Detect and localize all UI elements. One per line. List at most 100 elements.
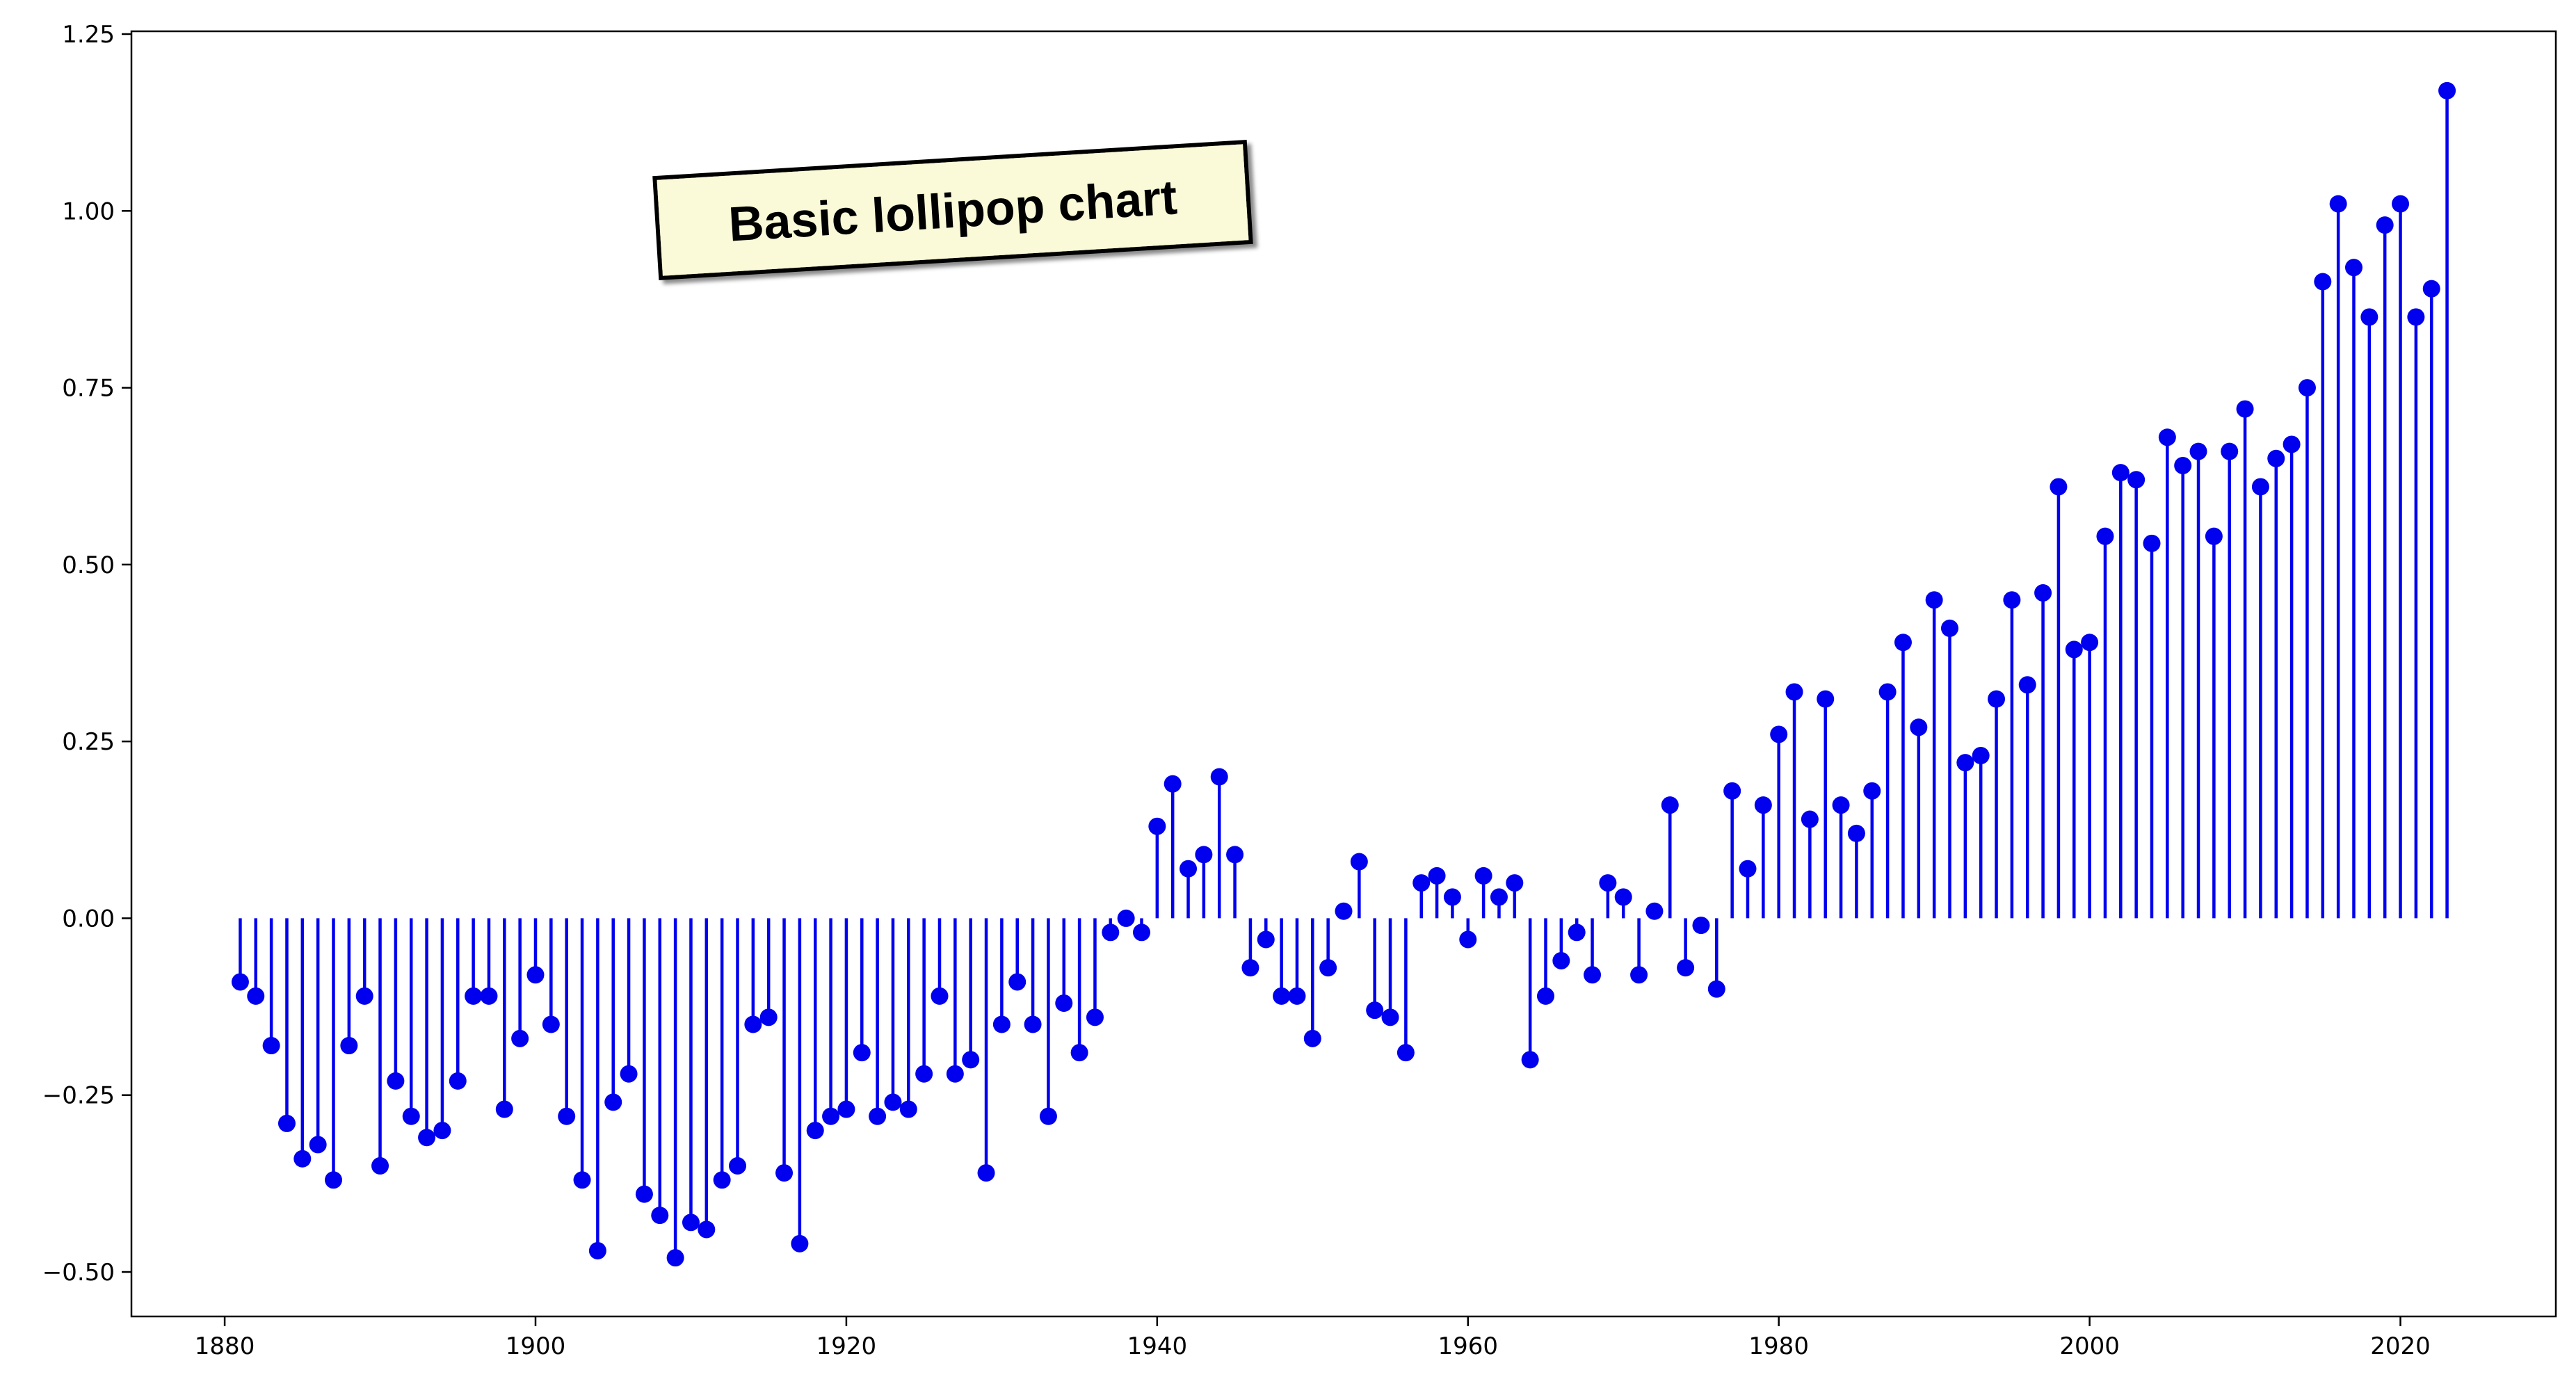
point-1982 <box>1801 810 1819 828</box>
point-1919 <box>822 1107 840 1125</box>
point-1906 <box>620 1065 638 1083</box>
point-1895 <box>449 1072 467 1090</box>
y-tick-label-0.5: 0.50 <box>62 551 115 579</box>
point-1973 <box>1661 796 1679 814</box>
markers-group <box>231 81 2456 1267</box>
point-2020 <box>2392 195 2410 213</box>
point-1904 <box>588 1241 606 1259</box>
point-1995 <box>2003 591 2021 609</box>
point-1978 <box>1739 860 1757 878</box>
point-1986 <box>1863 782 1881 800</box>
point-1962 <box>1490 888 1508 906</box>
point-2017 <box>2345 259 2362 277</box>
point-1984 <box>1832 796 1850 814</box>
point-1996 <box>2018 676 2036 694</box>
point-1980 <box>1770 725 1788 743</box>
point-1946 <box>1241 959 1259 977</box>
point-1905 <box>604 1093 622 1111</box>
point-1887 <box>325 1171 342 1189</box>
point-1937 <box>1102 924 1120 942</box>
x-tick-label-1880: 1880 <box>195 1332 255 1360</box>
point-2010 <box>2236 400 2254 418</box>
point-1941 <box>1164 775 1182 793</box>
point-1966 <box>1552 951 1570 969</box>
point-1881 <box>231 973 249 991</box>
point-1956 <box>1396 1044 1415 1062</box>
point-1954 <box>1366 1001 1384 1020</box>
point-1897 <box>480 987 498 1005</box>
point-1929 <box>977 1164 995 1182</box>
point-1975 <box>1692 917 1710 935</box>
point-2015 <box>2314 273 2332 291</box>
point-1994 <box>1988 690 2006 708</box>
point-1964 <box>1521 1051 1539 1069</box>
point-1974 <box>1677 959 1695 977</box>
point-1949 <box>1288 987 1306 1005</box>
point-2021 <box>2407 308 2425 326</box>
point-1891 <box>387 1072 405 1090</box>
point-1955 <box>1381 1008 1399 1026</box>
point-1969 <box>1599 874 1617 892</box>
point-2018 <box>2360 308 2378 326</box>
point-1903 <box>573 1171 591 1189</box>
point-1970 <box>1614 888 1632 906</box>
point-1936 <box>1086 1008 1104 1026</box>
point-1993 <box>1972 746 1990 764</box>
y-tick-label-1: 1.00 <box>62 198 115 225</box>
point-1884 <box>277 1114 296 1132</box>
point-1972 <box>1645 902 1664 920</box>
title-box <box>652 140 1253 280</box>
point-2008 <box>2205 527 2223 545</box>
point-1910 <box>682 1214 700 1232</box>
point-1889 <box>355 987 373 1005</box>
x-tick-label-1960: 1960 <box>1438 1332 1499 1360</box>
point-1933 <box>1039 1107 1057 1125</box>
point-1968 <box>1584 966 1602 984</box>
point-1963 <box>1506 874 1524 892</box>
point-2022 <box>2422 280 2440 298</box>
point-1987 <box>1878 683 1897 701</box>
point-1912 <box>713 1171 731 1189</box>
stems-group <box>239 90 2449 1258</box>
point-1965 <box>1537 987 1554 1005</box>
point-1999 <box>2065 640 2083 659</box>
point-1981 <box>1785 683 1803 701</box>
point-1948 <box>1273 987 1291 1005</box>
point-1885 <box>293 1150 312 1168</box>
point-1988 <box>1894 634 1912 652</box>
point-2016 <box>2329 195 2347 213</box>
x-tick-label-1940: 1940 <box>1127 1332 1188 1360</box>
point-1976 <box>1707 980 1725 998</box>
x-tick-label-2000: 2000 <box>2059 1332 2120 1360</box>
point-1924 <box>899 1100 917 1118</box>
point-1917 <box>791 1234 809 1252</box>
point-1930 <box>992 1015 1011 1033</box>
point-1900 <box>526 966 545 984</box>
point-1916 <box>775 1164 794 1182</box>
point-2000 <box>2081 634 2099 652</box>
point-1943 <box>1195 846 1213 864</box>
chart-title-box: Basic lollipop chart <box>652 140 1253 280</box>
point-1918 <box>806 1122 824 1140</box>
point-1952 <box>1335 902 1353 920</box>
point-1947 <box>1257 930 1275 949</box>
point-1957 <box>1412 874 1431 892</box>
point-2007 <box>2189 442 2207 460</box>
y-axis: −0.50 −0.25 0.00 0.25 0.50 0.75 1.00 1.25 <box>42 21 131 1287</box>
point-2006 <box>2174 456 2192 474</box>
point-1886 <box>309 1136 327 1154</box>
point-1934 <box>1055 994 1073 1012</box>
point-2003 <box>2127 471 2146 489</box>
point-2012 <box>2267 449 2285 467</box>
point-1998 <box>2050 478 2068 496</box>
point-1967 <box>1568 924 1586 942</box>
y-tick-label--0.25: −0.25 <box>42 1082 115 1110</box>
point-1920 <box>837 1100 855 1118</box>
point-2019 <box>2376 216 2394 234</box>
point-1928 <box>962 1051 980 1069</box>
y-tick-label-0: 0.00 <box>62 905 115 933</box>
point-1971 <box>1630 966 1648 984</box>
point-1979 <box>1754 796 1772 814</box>
point-1909 <box>666 1249 684 1267</box>
